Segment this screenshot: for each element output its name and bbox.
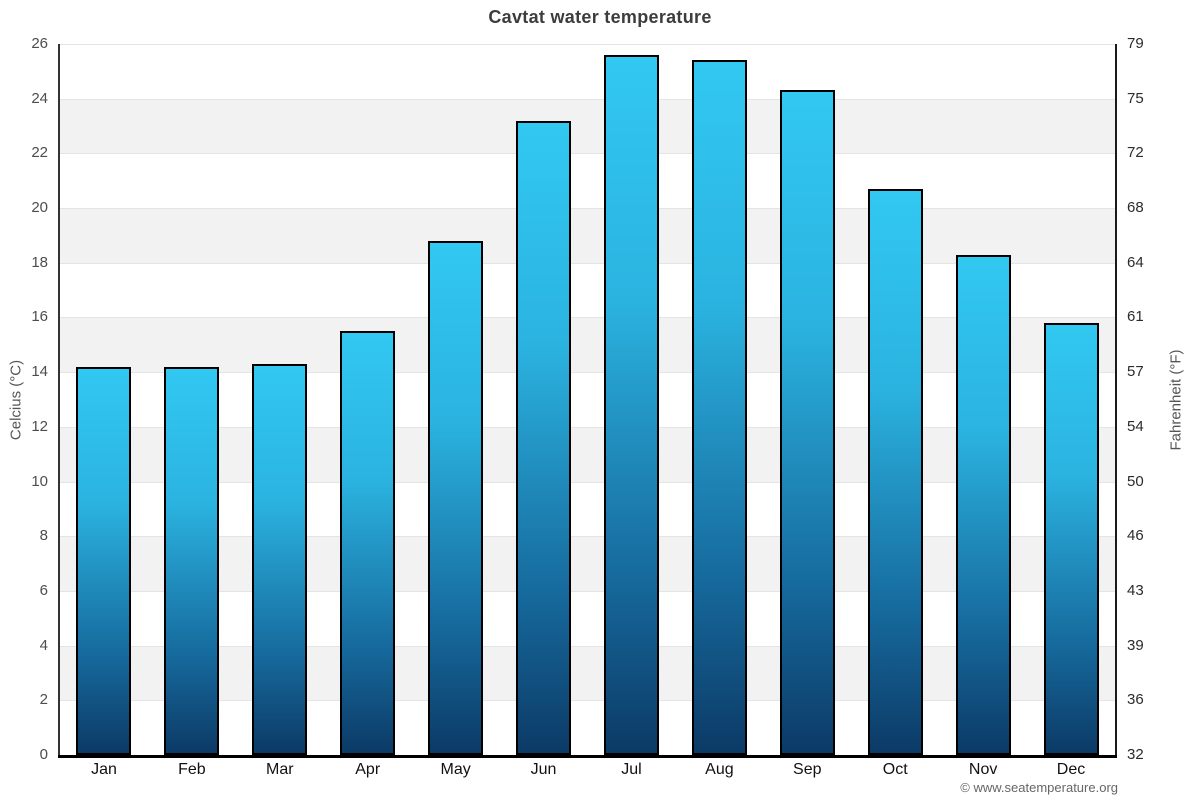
month-label: Apr: [355, 761, 381, 778]
celsius-tick-label: 26: [31, 35, 48, 52]
celsius-tick-label: 6: [39, 581, 48, 599]
month-label: Sep: [793, 761, 822, 778]
gridline: [60, 481, 1115, 483]
grid-band: [60, 98, 1115, 154]
celsius-axis-line: [58, 44, 60, 755]
gridline: [60, 98, 1115, 100]
gridline: [60, 645, 1115, 647]
temperature-bar: [252, 363, 308, 755]
celsius-tick-label: 24: [31, 89, 48, 107]
temperature-bar: [603, 54, 659, 755]
plot-area: 26 79 24 75 22 72 20 68 18 64 16 61 14 57 12 54 10 50 8 46 6…: [31, 35, 1143, 778]
fahrenheit-tick-label: 72: [1127, 144, 1144, 162]
celsius-tick-label: 4: [39, 636, 48, 654]
gridline: [60, 426, 1115, 428]
celsius-tick-label: 16: [31, 308, 48, 326]
fahrenheit-tick-label: 64: [1127, 253, 1144, 271]
temperature-bar: [867, 188, 923, 755]
fahrenheit-tick-label: 75: [1127, 89, 1144, 107]
temperature-bar: [340, 331, 396, 755]
grid-band: [60, 317, 1115, 373]
gridline: [60, 590, 1115, 592]
fahrenheit-axis-line: [1115, 44, 1117, 755]
fahrenheit-tick-label: 32: [1127, 746, 1144, 763]
celsius-tick-label: 0: [39, 746, 48, 763]
month-label: Mar: [266, 761, 294, 778]
celsius-tick-label: 12: [31, 417, 48, 435]
fahrenheit-tick-label: 36: [1127, 691, 1144, 709]
fahrenheit-tick-label: 39: [1127, 636, 1144, 654]
grid-band: [60, 645, 1115, 701]
fahrenheit-tick-label: 46: [1127, 527, 1144, 545]
gridline: [60, 208, 1115, 210]
grid-band: [60, 536, 1115, 591]
temperature-bar: [955, 254, 1011, 755]
gridline: [60, 536, 1115, 538]
month-label: Jul: [621, 761, 642, 778]
month-label: Nov: [968, 761, 998, 778]
fahrenheit-tick-label: 50: [1127, 472, 1144, 490]
fahrenheit-tick-label: 43: [1127, 581, 1144, 599]
watermark-credit: © www.seatemperature.org: [960, 780, 1118, 795]
gridline: [60, 372, 1115, 374]
celsius-tick-label: 2: [39, 691, 48, 709]
fahrenheit-tick-label: 61: [1127, 308, 1144, 326]
gridline: [60, 44, 1115, 45]
temperature-bar: [428, 240, 484, 755]
fahrenheit-tick-label: 57: [1127, 363, 1144, 381]
fahrenheit-axis-title: Fahrenheit (°F): [1167, 349, 1185, 451]
fahrenheit-tick-label: 54: [1127, 417, 1144, 435]
celsius-tick-label: 14: [31, 363, 48, 381]
month-label: May: [440, 761, 471, 778]
gridline: [60, 317, 1115, 319]
temperature-bar: [1043, 322, 1099, 755]
month-label: Aug: [705, 761, 734, 778]
temperature-bar: [76, 366, 132, 755]
gridline: [60, 153, 1115, 155]
temperature-bar: [779, 90, 835, 755]
month-label: Jun: [530, 761, 557, 778]
gridline: [60, 700, 1115, 702]
celsius-tick-label: 22: [31, 144, 48, 162]
month-label: Jan: [91, 761, 117, 778]
fahrenheit-tick-label: 68: [1127, 199, 1144, 217]
grid-band: [60, 208, 1115, 263]
month-label: Oct: [882, 761, 908, 778]
celsius-tick-label: 8: [39, 527, 48, 545]
month-label: Feb: [178, 761, 206, 778]
temperature-bar: [691, 60, 747, 755]
grid-band: [60, 426, 1115, 482]
celsius-tick-label: 20: [31, 199, 48, 217]
temperature-bar: [516, 120, 572, 755]
temperature-bar: [164, 366, 220, 755]
fahrenheit-tick-label: 79: [1127, 35, 1144, 52]
month-label: Dec: [1056, 761, 1086, 778]
celsius-tick-label: 10: [31, 472, 48, 490]
x-axis-line: [58, 755, 1117, 758]
gridline: [60, 262, 1115, 264]
celsius-tick-label: 18: [31, 253, 48, 271]
chart-title: Cavtat water temperature: [488, 7, 712, 27]
